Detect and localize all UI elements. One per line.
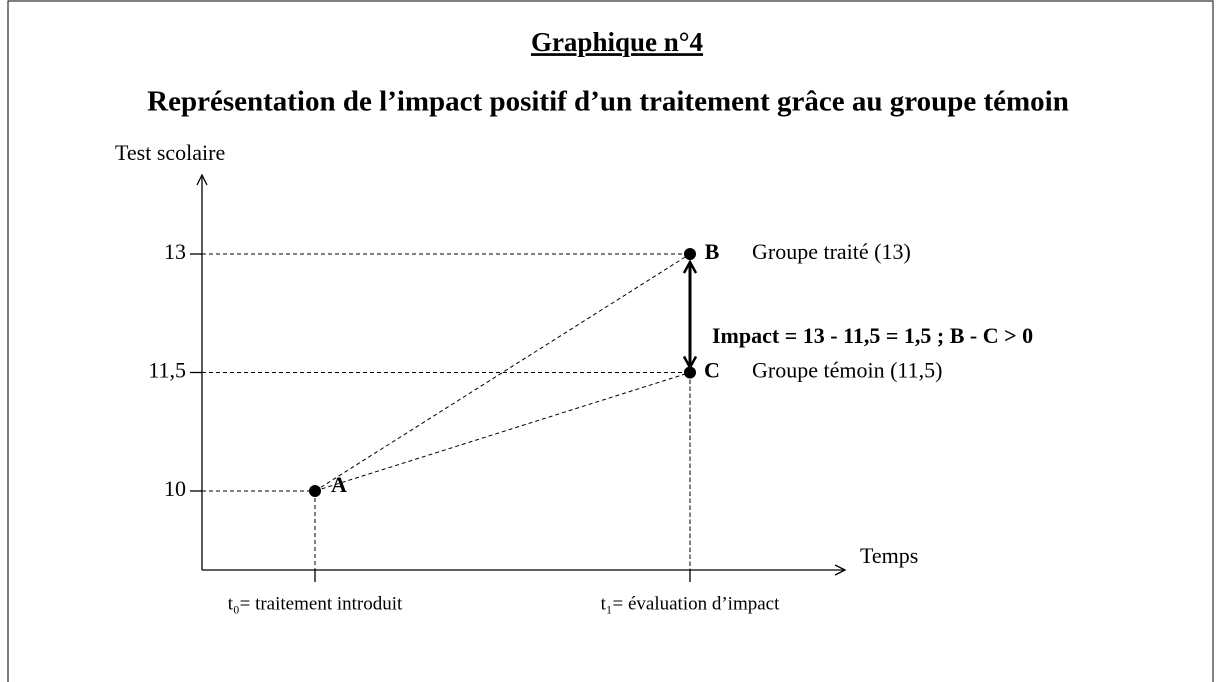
y-tick-label: 11,5 xyxy=(148,358,186,383)
point xyxy=(684,248,696,260)
y-tick-label: 10 xyxy=(164,476,186,501)
point-label: A xyxy=(331,472,347,497)
series-line xyxy=(314,253,691,492)
chart-subtitle: Représentation de l’impact positif d’un … xyxy=(147,86,1069,118)
x-tick-label: t₁= évaluation d’impact xyxy=(601,593,781,614)
series-label: Groupe traité (13) xyxy=(752,239,911,264)
series-line xyxy=(314,372,691,492)
y-tick-label: 13 xyxy=(164,239,186,264)
annotation: Impact = 13 - 11,5 = 1,5 ; B - C > 0 xyxy=(712,323,1033,348)
point-label: C xyxy=(704,358,720,383)
frame xyxy=(7,0,1214,682)
point-label: B xyxy=(705,239,720,264)
x-axis-label: Temps xyxy=(860,543,918,568)
series-label: Groupe témoin (11,5) xyxy=(752,358,942,383)
x-tick-label: t₀= traitement introduit xyxy=(228,593,403,614)
y-axis-label: Test scolaire xyxy=(115,140,225,165)
chart-title: Graphique n°4 xyxy=(531,27,703,57)
point xyxy=(684,366,696,379)
